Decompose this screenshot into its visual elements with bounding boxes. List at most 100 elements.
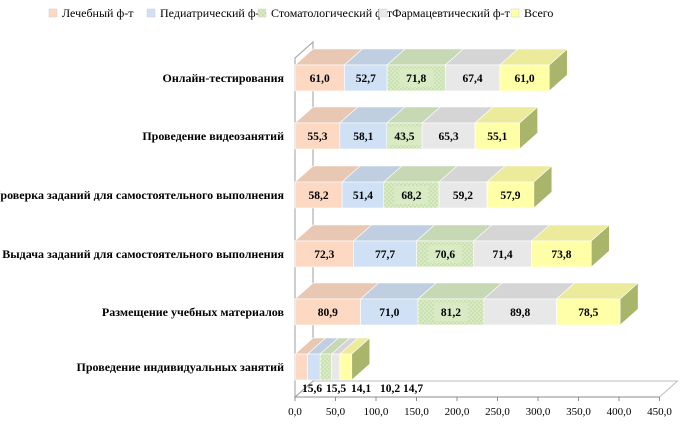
x-tick-label: 450,0 — [647, 406, 672, 418]
data-label-box — [346, 127, 381, 145]
legend-item: Педиатрический ф-т — [146, 6, 266, 20]
bar-segment-front — [319, 353, 332, 381]
data-label-box — [445, 186, 480, 204]
data-label-box — [368, 245, 403, 263]
data-label: 14,7 — [403, 383, 423, 395]
data-label: 15,5 — [326, 383, 346, 395]
data-label-box — [544, 245, 579, 263]
data-label-box — [399, 69, 434, 87]
legend-item: Фармацевтический ф-т — [378, 6, 511, 20]
x-tick-label: 400,0 — [607, 406, 632, 418]
category-label: Проведение индивидуальных занятий — [77, 360, 285, 374]
bar-end-face — [351, 337, 371, 381]
data-label-box — [387, 127, 422, 145]
x-tick-label: 250,0 — [485, 406, 510, 418]
legend-label: Стоматологический ф-т — [271, 6, 393, 20]
x-tick-label: 300,0 — [526, 406, 551, 418]
data-label: 70,6 — [435, 249, 455, 261]
data-label: 71,4 — [493, 249, 513, 261]
data-label-box — [571, 303, 606, 321]
x-tick-label: 0,0 — [288, 406, 302, 418]
data-label-box — [503, 303, 538, 321]
data-label: 68,2 — [401, 190, 421, 202]
data-label: 61,0 — [310, 73, 330, 85]
data-label-box — [493, 186, 528, 204]
legend-label: Всего — [524, 6, 553, 20]
data-label: 80,9 — [318, 307, 338, 319]
data-label-box — [307, 245, 342, 263]
bar-end-face — [548, 48, 568, 92]
x-tick-label: 50,0 — [326, 406, 346, 418]
data-label-box — [348, 69, 383, 87]
legend-swatch — [378, 8, 388, 18]
bar-segment — [294, 337, 327, 381]
data-label: 51,4 — [353, 190, 373, 202]
bar-segment — [330, 337, 359, 381]
legend-label: Лечебный ф-т — [62, 6, 134, 20]
bar-segment — [306, 337, 339, 381]
data-label: 55,3 — [307, 131, 327, 143]
data-label: 58,1 — [353, 131, 373, 143]
legend-swatch — [146, 8, 156, 18]
data-label: 81,2 — [441, 307, 461, 319]
data-label-box — [310, 303, 345, 321]
data-label-box — [480, 127, 515, 145]
x-tick-label: 350,0 — [566, 406, 591, 418]
data-label: 78,5 — [578, 307, 598, 319]
x-tick-label: 100,0 — [364, 406, 389, 418]
bar-end-face — [519, 106, 538, 150]
data-label-box — [507, 69, 542, 87]
data-label-box — [455, 69, 490, 87]
data-label: 55,1 — [487, 131, 507, 143]
data-label: 65,3 — [438, 131, 458, 143]
data-label-box — [300, 127, 335, 145]
legend-label: Фармацевтический ф-т — [392, 6, 511, 20]
data-label: 72,3 — [314, 249, 334, 261]
data-label: 58,2 — [309, 190, 329, 202]
data-label: 71,8 — [406, 73, 426, 85]
data-label: 52,7 — [356, 73, 376, 85]
category-label: Выдача заданий для самостоятельного выпо… — [2, 247, 284, 261]
bar-segment-front — [331, 353, 341, 381]
bar-segment — [415, 224, 493, 268]
x-tick-label: 150,0 — [404, 406, 429, 418]
legend-swatch — [257, 8, 267, 18]
bar-end-face — [590, 224, 610, 268]
bar-segment — [339, 337, 371, 381]
bar-end-face — [619, 282, 639, 326]
bar-end-face — [533, 165, 553, 209]
legend-swatch — [48, 8, 58, 18]
category-label: Проверка заданий для самостоятельного вы… — [0, 188, 284, 202]
data-label-box — [301, 186, 336, 204]
data-label: 43,5 — [394, 131, 414, 143]
data-label: 67,4 — [462, 73, 482, 85]
data-label: 71,0 — [379, 307, 399, 319]
data-labels: 61,0 52,7 71,8 67,4 61,0 55,3 58,1 43,5 65,3 55,1… — [300, 69, 606, 395]
bar-segment-front — [307, 353, 321, 381]
legend-item: Всего — [510, 6, 553, 20]
x-tick-label: 200,0 — [445, 406, 470, 418]
data-label: 89,8 — [510, 307, 530, 319]
data-label-box — [302, 69, 337, 87]
data-label-box — [485, 245, 520, 263]
data-label-box — [345, 186, 380, 204]
category-label: Проведение видеозанятий — [142, 129, 284, 143]
data-label: 14,1 — [351, 383, 371, 395]
legend-item: Стоматологический ф-т — [257, 6, 393, 20]
data-label-box — [394, 186, 429, 204]
legend-label: Педиатрический ф-т — [160, 6, 266, 20]
data-label-box — [433, 303, 468, 321]
data-label-box — [372, 303, 407, 321]
data-label-box — [431, 127, 466, 145]
bars — [294, 48, 639, 381]
legend-item: Лечебный ф-т — [48, 6, 134, 20]
data-label: 10,2 — [380, 383, 400, 395]
bar-segment-front — [294, 353, 308, 381]
data-label: 15,6 — [302, 383, 322, 395]
data-label: 73,8 — [551, 249, 571, 261]
data-label: 59,2 — [453, 190, 473, 202]
data-label-box — [428, 245, 463, 263]
category-label: Онлайн-тестирования — [163, 71, 285, 85]
bar-segment-front — [339, 353, 353, 381]
